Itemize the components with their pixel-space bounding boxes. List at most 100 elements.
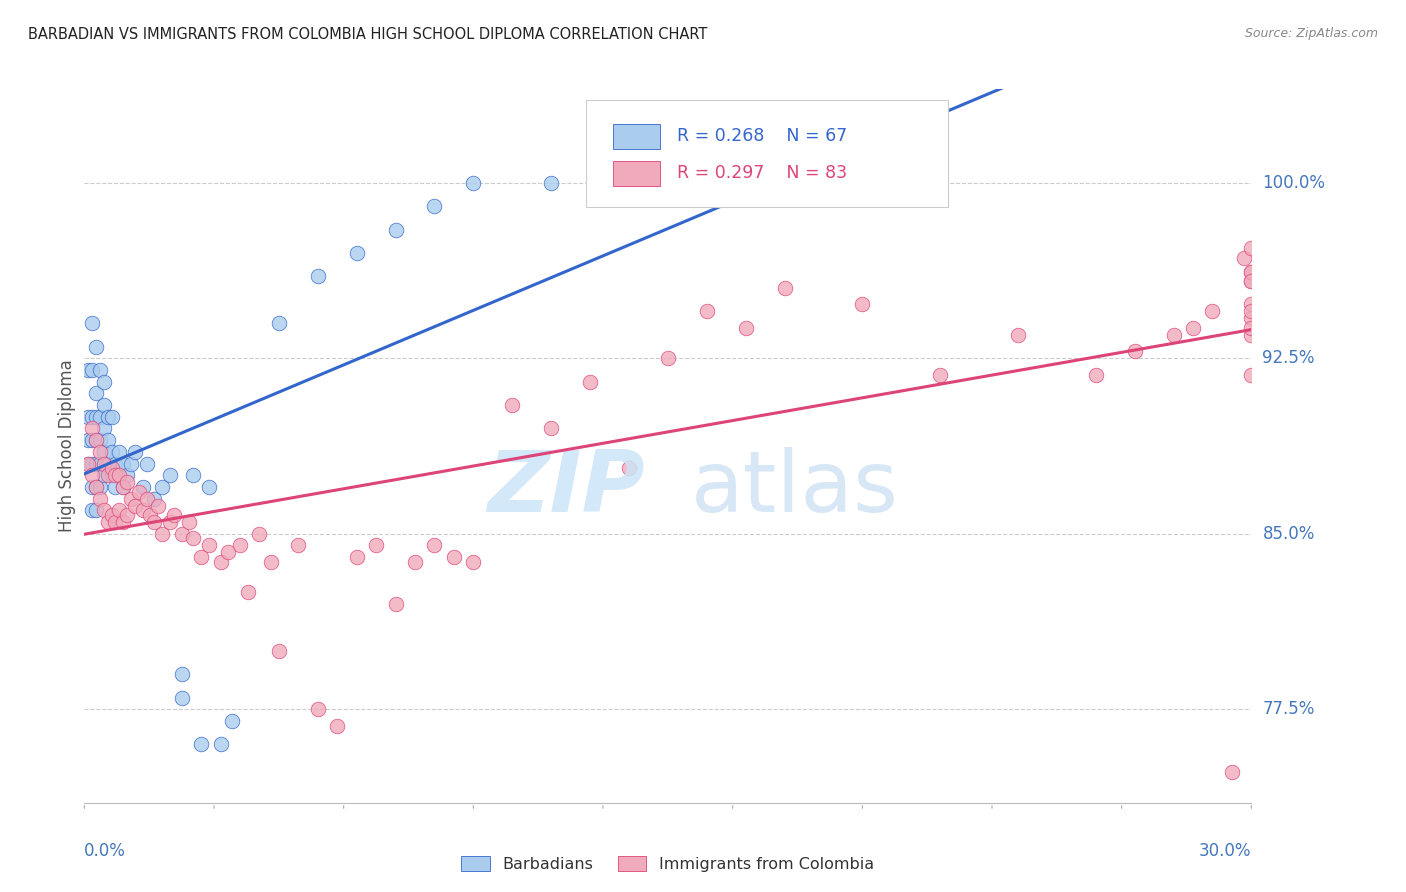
Point [929, 368, 952, 382]
Point [1007, 327, 1029, 342]
Point [1232, 251, 1254, 265]
Point [93, 468, 115, 483]
Point [89, 433, 111, 447]
Text: R = 0.268    N = 67: R = 0.268 N = 67 [678, 128, 848, 145]
Point [77, 433, 100, 447]
Point [1240, 265, 1263, 279]
Point [773, 281, 796, 295]
Point [82, 468, 104, 483]
Point [93, 457, 115, 471]
Point [229, 538, 252, 552]
Point [108, 503, 131, 517]
Text: 0.0%: 0.0% [84, 842, 127, 860]
Point [89, 480, 111, 494]
Point [170, 667, 193, 681]
Point [84, 433, 107, 447]
Point [120, 491, 142, 506]
Point [112, 515, 135, 529]
Point [97, 468, 120, 483]
Point [82, 457, 104, 471]
Point [851, 176, 873, 190]
Point [84, 340, 107, 354]
Point [128, 484, 150, 499]
Text: 30.0%: 30.0% [1199, 842, 1251, 860]
Point [1084, 368, 1107, 382]
Point [247, 526, 270, 541]
Point [443, 550, 465, 565]
Point [404, 555, 426, 569]
Point [579, 375, 602, 389]
Point [217, 545, 239, 559]
Point [159, 468, 181, 483]
Point [384, 597, 406, 611]
Text: ZIP: ZIP [486, 447, 644, 531]
Point [84, 480, 107, 494]
Point [82, 503, 104, 517]
Text: 92.5%: 92.5% [1263, 350, 1315, 368]
Point [135, 457, 157, 471]
Point [82, 480, 104, 494]
Point [181, 468, 204, 483]
Point [1240, 241, 1263, 255]
Text: 85.0%: 85.0% [1263, 524, 1315, 542]
Point [139, 508, 162, 522]
Point [209, 555, 232, 569]
Point [159, 515, 181, 529]
Point [100, 445, 122, 459]
Point [108, 468, 131, 483]
Point [82, 316, 104, 330]
Point [124, 445, 146, 459]
Point [77, 457, 100, 471]
Point [112, 480, 135, 494]
Point [1201, 304, 1223, 318]
Point [1181, 321, 1204, 335]
Point [93, 445, 115, 459]
Point [82, 433, 104, 447]
Point [97, 433, 120, 447]
Point [209, 737, 232, 751]
Point [148, 499, 170, 513]
Text: atlas: atlas [692, 447, 900, 531]
Point [84, 433, 107, 447]
Point [260, 555, 283, 569]
Point [112, 457, 135, 471]
Point [89, 445, 111, 459]
Point [100, 468, 122, 483]
Point [501, 398, 523, 412]
Point [93, 398, 115, 412]
Point [540, 421, 562, 435]
FancyBboxPatch shape [586, 100, 948, 207]
Point [267, 644, 290, 658]
FancyBboxPatch shape [613, 124, 659, 149]
Point [540, 176, 562, 190]
Point [132, 480, 155, 494]
Point [97, 457, 120, 471]
Y-axis label: High School Diploma: High School Diploma [58, 359, 76, 533]
Point [1240, 265, 1263, 279]
Point [1240, 274, 1263, 288]
Point [89, 457, 111, 471]
Point [77, 457, 100, 471]
Legend: Barbadians, Immigrants from Colombia: Barbadians, Immigrants from Colombia [457, 852, 879, 877]
Point [423, 199, 446, 213]
FancyBboxPatch shape [613, 161, 659, 186]
Point [929, 176, 952, 190]
Point [1240, 297, 1263, 311]
Point [115, 508, 138, 522]
Point [170, 526, 193, 541]
Text: 77.5%: 77.5% [1263, 700, 1315, 718]
Point [82, 421, 104, 435]
Point [84, 457, 107, 471]
Point [100, 508, 122, 522]
Point [696, 304, 718, 318]
Point [93, 503, 115, 517]
Text: 100.0%: 100.0% [1263, 174, 1326, 192]
Point [1240, 311, 1263, 326]
Point [163, 508, 186, 522]
Text: R = 0.297    N = 83: R = 0.297 N = 83 [678, 164, 848, 182]
Point [734, 321, 756, 335]
Point [307, 702, 329, 716]
Text: BARBADIAN VS IMMIGRANTS FROM COLOMBIA HIGH SCHOOL DIPLOMA CORRELATION CHART: BARBADIAN VS IMMIGRANTS FROM COLOMBIA HI… [28, 27, 707, 42]
Point [93, 375, 115, 389]
Point [84, 409, 107, 424]
